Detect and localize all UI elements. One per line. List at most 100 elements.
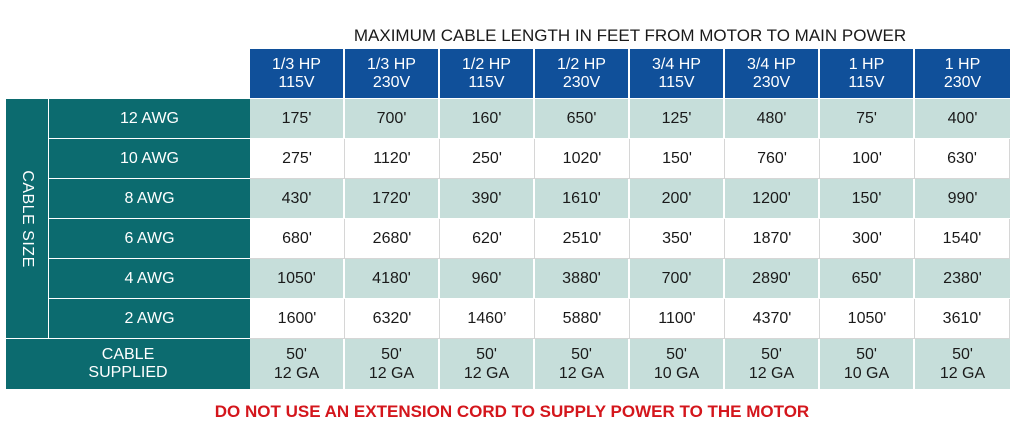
cable-length-cell: 700' [345, 99, 440, 139]
column-header: 3/4 HP 230V [725, 49, 820, 98]
cable-length-cell: 400' [915, 99, 1010, 139]
cable-length-cell: 1540' [915, 219, 1010, 259]
column-voltage: 115V [278, 73, 315, 91]
cable-length-cell: 650' [535, 99, 630, 139]
supplied-length: 50' [476, 346, 497, 363]
cable-length-cell: 4180' [345, 259, 440, 299]
table-row: 4 AWG 1050' 4180' 960' 3880' 700' 2890' 650' 238… [48, 259, 1010, 299]
cable-length-table-body: 12 AWG 175' 700' 160' 650' 125' 480' 75' 400' 10 … [48, 99, 1010, 339]
cable-length-cell: 1460’ [440, 299, 535, 339]
supplied-gauge: 12 GA [748, 365, 795, 382]
cable-length-cell: 1020' [535, 139, 630, 179]
cable-length-cell: 630' [915, 139, 1010, 179]
supplied-gauge: 10 GA [653, 365, 700, 382]
supplied-gauge: 12 GA [368, 365, 415, 382]
cable-length-cell: 1870' [725, 219, 820, 259]
cable-length-cell: 680' [250, 219, 345, 259]
column-voltage: 230V [562, 73, 601, 91]
column-voltage: 115V [848, 73, 885, 91]
cable-length-cell: 150' [630, 139, 725, 179]
cable-length-cell: 350' [630, 219, 725, 259]
cable-length-cell: 390' [440, 179, 535, 219]
cable-supplied-cell: 50' 12 GA [345, 339, 440, 389]
column-header: 1/2 HP 230V [535, 49, 630, 98]
table-row: 10 AWG 275' 1120' 250' 1020' 150' 760' 100' 630' [48, 139, 1010, 179]
cable-length-cell: 1100' [630, 299, 725, 339]
supplied-gauge: 12 GA [273, 365, 320, 382]
column-header: 1/3 HP 230V [345, 49, 440, 98]
cable-supplied-row: CABLE SUPPLIED 50' 12 GA 50' 12 GA 50' 12 GA 5… [6, 339, 1010, 389]
cable-length-cell: 160' [440, 99, 535, 139]
column-header-row: 1/3 HP 115V 1/3 HP 230V 1/2 HP 115V 1/2 HP 2… [250, 49, 1010, 98]
cable-length-cell: 250' [440, 139, 535, 179]
cable-size-label-text: CABLE SIZE [19, 169, 36, 268]
supplied-gauge: 10 GA [843, 365, 890, 382]
cable-gauge-label: 6 AWG [48, 219, 250, 259]
supplied-gauge: 12 GA [463, 365, 510, 382]
cable-length-cell: 990' [915, 179, 1010, 219]
cable-length-cell: 150' [820, 179, 915, 219]
cable-supplied-label-line2: SUPPLIED [88, 364, 168, 381]
supplied-length: 50' [381, 346, 402, 363]
cable-supplied-cell: 50' 12 GA [535, 339, 630, 389]
cable-length-cell: 75' [820, 99, 915, 139]
cable-length-cell: 3880' [535, 259, 630, 299]
cable-gauge-label: 4 AWG [48, 259, 250, 299]
cable-length-cell: 1600' [250, 299, 345, 339]
column-hp: 1 HP [944, 55, 981, 73]
cable-length-cell: 300' [820, 219, 915, 259]
column-hp: 1/3 HP [367, 55, 416, 73]
column-hp: 1/2 HP [462, 55, 511, 73]
supplied-length: 50' [856, 346, 877, 363]
cable-length-cell: 430' [250, 179, 345, 219]
column-header: 1 HP 115V [820, 49, 915, 98]
cable-length-cell: 125' [630, 99, 725, 139]
extension-cord-warning: DO NOT USE AN EXTENSION CORD TO SUPPLY P… [214, 402, 810, 421]
column-hp: 1 HP [848, 55, 885, 73]
cable-length-cell: 620' [440, 219, 535, 259]
column-voltage: 115V [658, 73, 695, 91]
cable-size-side-label: CABLE SIZE [6, 99, 48, 339]
cable-supplied-label: CABLE SUPPLIED [6, 339, 250, 389]
supplied-length: 50' [666, 346, 687, 363]
cable-length-cell: 2890' [725, 259, 820, 299]
column-voltage: 230V [752, 73, 791, 91]
cable-supplied-cell: 50' 12 GA [725, 339, 820, 389]
cable-length-cell: 2380' [915, 259, 1010, 299]
cable-length-cell: 200' [630, 179, 725, 219]
supplied-gauge: 12 GA [558, 365, 605, 382]
cable-gauge-label: 2 AWG [48, 299, 250, 339]
cable-length-cell: 100' [820, 139, 915, 179]
cable-gauge-label: 8 AWG [48, 179, 250, 219]
cable-supplied-cell: 50' 12 GA [250, 339, 345, 389]
cable-supplied-cell: 50' 10 GA [820, 339, 915, 389]
supplied-length: 50' [286, 346, 307, 363]
cable-length-cell: 1050' [250, 259, 345, 299]
column-hp: 1/3 HP [272, 55, 321, 73]
table-row: 6 AWG 680' 2680' 620' 2510' 350' 1870' 300' 1540… [48, 219, 1010, 259]
cable-length-cell: 1610' [535, 179, 630, 219]
cable-gauge-label: 12 AWG [48, 99, 250, 139]
table-row: 12 AWG 175' 700' 160' 650' 125' 480' 75' 400' [48, 99, 1010, 139]
cable-length-cell: 2680' [345, 219, 440, 259]
supplied-length: 50' [571, 346, 592, 363]
column-voltage: 230V [943, 73, 982, 91]
table-title: MAXIMUM CABLE LENGTH IN FEET FROM MOTOR … [353, 26, 907, 45]
table-row: 8 AWG 430' 1720' 390' 1610' 200' 1200' 150' 990' [48, 179, 1010, 219]
cable-length-cell: 1120' [345, 139, 440, 179]
column-hp: 3/4 HP [652, 55, 701, 73]
cable-supplied-cell: 50' 10 GA [630, 339, 725, 389]
cable-supplied-cell: 50' 12 GA [440, 339, 535, 389]
column-hp: 1/2 HP [557, 55, 606, 73]
cable-length-cell: 700' [630, 259, 725, 299]
cable-length-cell: 275' [250, 139, 345, 179]
supplied-length: 50' [952, 346, 973, 363]
cable-supplied-cell: 50' 12 GA [915, 339, 1010, 389]
cable-length-cell: 3610' [915, 299, 1010, 339]
cable-length-cell: 1720' [345, 179, 440, 219]
cable-gauge-label: 10 AWG [48, 139, 250, 179]
cable-length-cell: 760' [725, 139, 820, 179]
cable-length-cell: 5880' [535, 299, 630, 339]
cable-length-cell: 1200' [725, 179, 820, 219]
cable-length-cell: 175' [250, 99, 345, 139]
